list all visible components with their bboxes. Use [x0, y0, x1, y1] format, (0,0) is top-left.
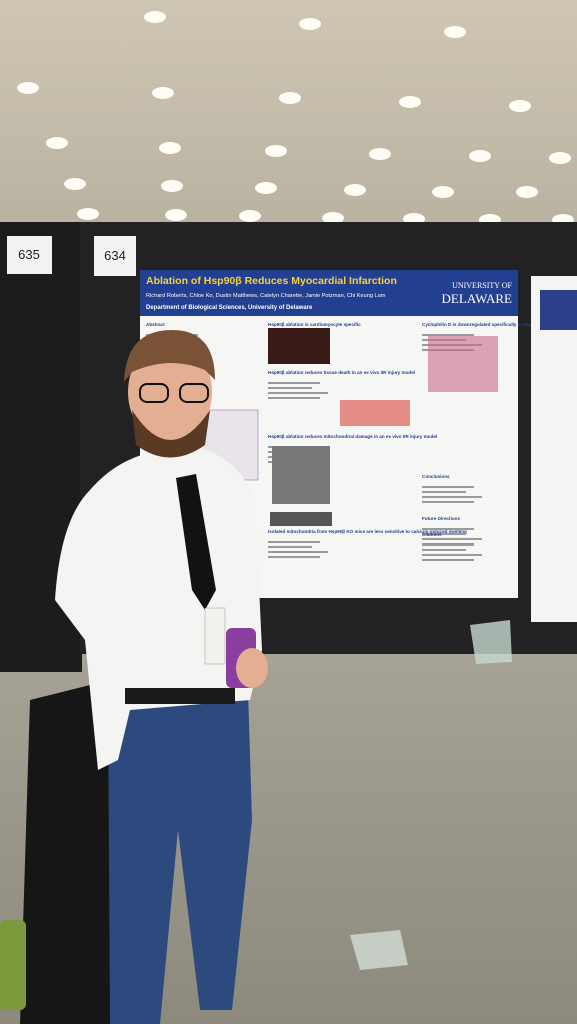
- ceiling-light: [165, 209, 187, 221]
- ceiling-light: [64, 178, 86, 190]
- belt: [125, 688, 235, 704]
- ceiling-light: [144, 11, 166, 23]
- section-heading: Isolated mitochondria from Hsp90β KO mic…: [268, 529, 467, 534]
- body-text: [268, 392, 328, 394]
- ceiling-light: [516, 186, 538, 198]
- body-text: [422, 528, 474, 530]
- ceiling-light: [369, 148, 391, 160]
- plastic-bag: [350, 930, 408, 970]
- body-text: [268, 541, 320, 543]
- glasses: [179, 383, 209, 403]
- board-number: 634: [104, 248, 126, 263]
- board-number-card: [94, 236, 136, 276]
- poster-department: Department of Biological Sciences, Unive…: [146, 305, 313, 311]
- body-text: [422, 496, 482, 498]
- ceiling-light: [161, 180, 183, 192]
- body-text: [422, 549, 466, 551]
- section-heading: Future Directions: [422, 516, 460, 521]
- ceiling-light: [444, 26, 466, 38]
- body-text: [268, 382, 320, 384]
- section-heading: Cyclophilin D is downregulated specifica…: [422, 322, 577, 327]
- hair: [124, 330, 215, 382]
- section-heading: Conclusions: [422, 474, 450, 479]
- ceiling-light: [265, 145, 287, 157]
- body-text: [422, 501, 474, 503]
- body-text: [422, 554, 482, 556]
- face: [128, 340, 212, 444]
- ceiling-light: [239, 210, 261, 222]
- body-text: [422, 559, 474, 561]
- adjacent-poster: [531, 276, 577, 622]
- plastic-bag: [470, 620, 512, 664]
- bag: [0, 920, 26, 1010]
- logo-text: DELAWARE: [442, 291, 513, 306]
- ceiling-light: [299, 18, 321, 30]
- ceiling-light: [469, 150, 491, 162]
- glasses: [139, 383, 169, 403]
- section-heading: Hsp90β ablation is cardiomyocyte specifi…: [268, 322, 361, 327]
- section-heading: Hsp90β ablation reduces mitochondrial da…: [268, 434, 437, 439]
- body-text: [268, 556, 320, 558]
- ceiling-light: [322, 212, 344, 224]
- section-heading: Citations: [422, 532, 442, 537]
- body-text: [268, 551, 328, 553]
- poster-authors: Richard Roberts, Chloe Ko, Dustin Matthe…: [146, 293, 386, 299]
- tie: [176, 474, 216, 610]
- body-text: [422, 544, 474, 546]
- body-text: [422, 538, 482, 540]
- poster-title: Ablation of Hsp90β Reduces Myocardial In…: [146, 275, 397, 287]
- ceiling-light: [46, 137, 68, 149]
- figure: [428, 336, 498, 392]
- ceiling-light: [549, 152, 571, 164]
- hand: [236, 648, 268, 688]
- backpack: [20, 680, 115, 1024]
- ceiling-light: [432, 186, 454, 198]
- figure: [272, 446, 330, 504]
- body-text: [422, 334, 474, 336]
- ceiling-light: [159, 142, 181, 154]
- name-badge: [204, 607, 226, 665]
- ceiling-lights: [17, 11, 574, 226]
- body-text: [268, 397, 320, 399]
- ceiling-light: [17, 82, 39, 94]
- board-number: 635: [18, 247, 40, 262]
- ceiling-light: [255, 182, 277, 194]
- poster-header: [140, 270, 518, 316]
- beard: [132, 410, 210, 458]
- body-text: [422, 533, 466, 535]
- figure: [268, 328, 330, 364]
- figure: [270, 512, 332, 526]
- ceiling-light: [399, 96, 421, 108]
- figure: [340, 400, 410, 426]
- section-heading: Hsp90β ablation reduces tissue death in …: [268, 370, 415, 375]
- ceiling: [0, 0, 577, 240]
- ceiling-light: [152, 87, 174, 99]
- body-text: [422, 491, 466, 493]
- body-text: [268, 546, 312, 548]
- body-text: [268, 387, 312, 389]
- body-text: [422, 486, 474, 488]
- ceiling-light: [279, 92, 301, 104]
- ceiling-light: [509, 100, 531, 112]
- board-number-card: [7, 236, 52, 274]
- ceiling-light: [344, 184, 366, 196]
- adjacent-poster-logo: [540, 290, 577, 330]
- trousers: [108, 690, 252, 1024]
- logo-text: UNIVERSITY OF: [452, 281, 512, 290]
- section-heading: Abstract: [146, 322, 165, 327]
- ceiling-light: [77, 208, 99, 220]
